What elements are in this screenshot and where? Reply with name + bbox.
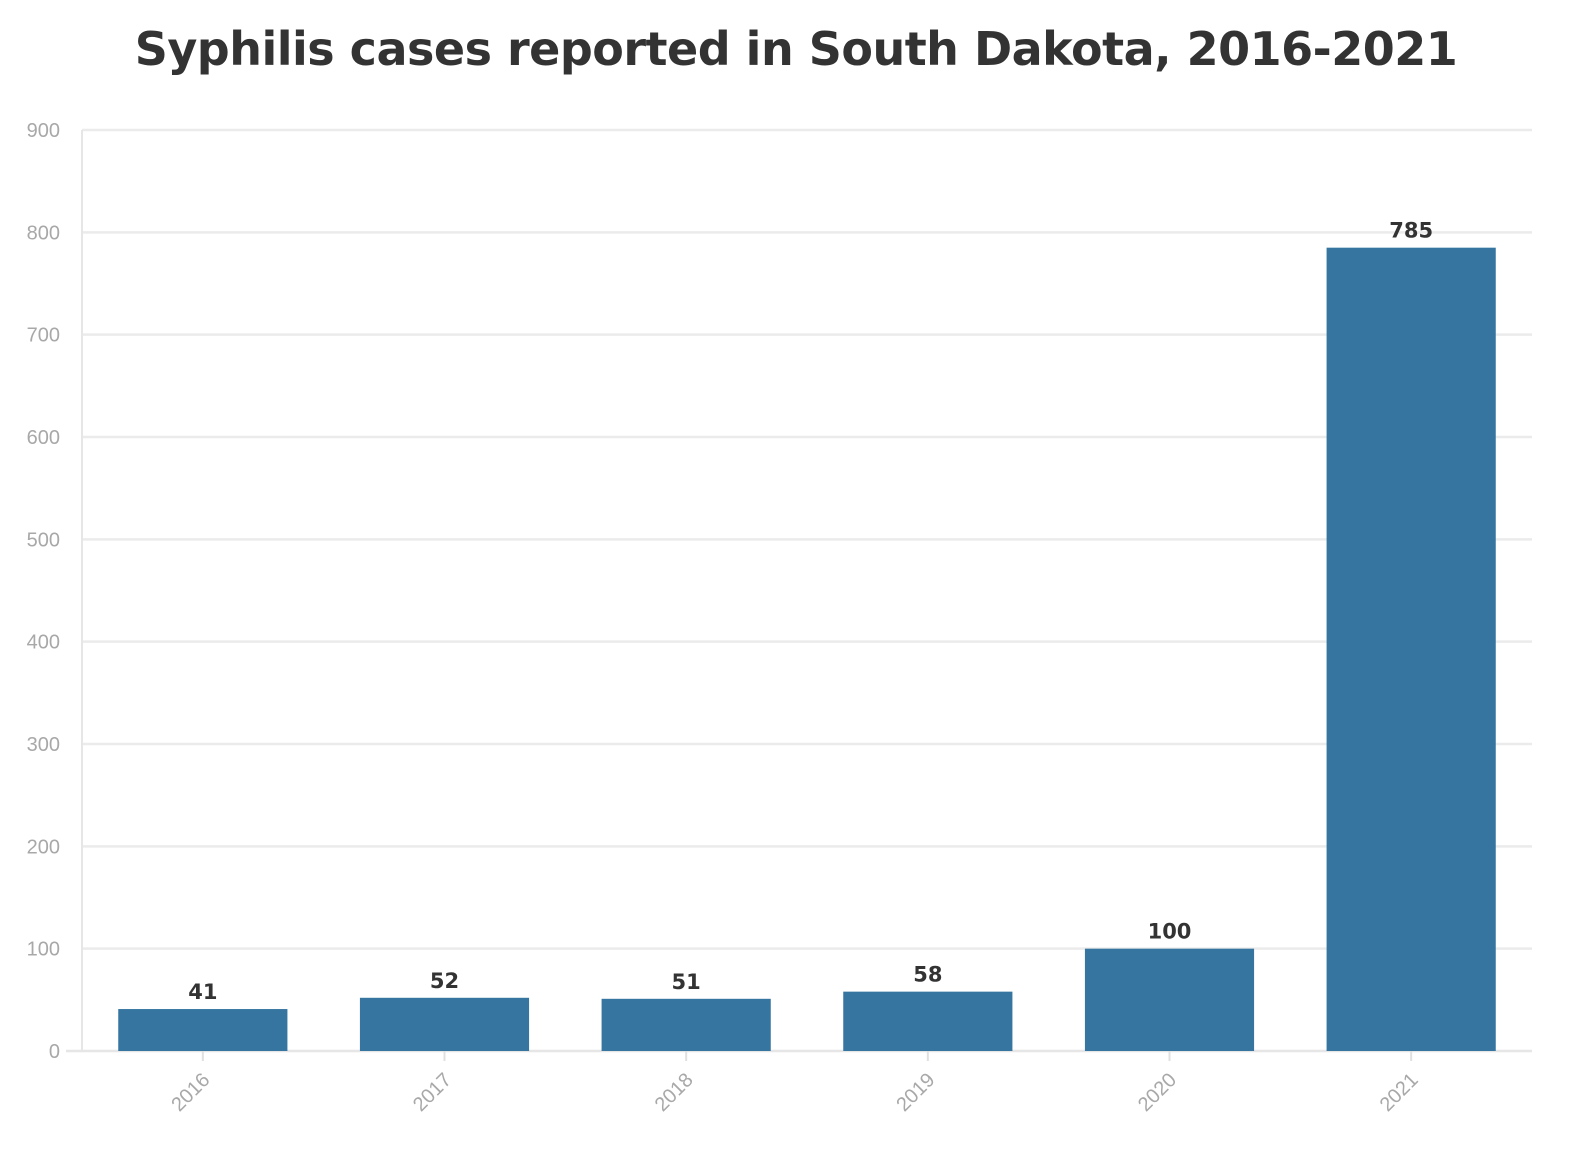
x-tick-label-2019: 2019	[892, 1069, 939, 1116]
y-tick-label-600: 600	[27, 427, 60, 449]
bar-2019	[843, 991, 1013, 1051]
data-labels: 41 52 51 58 100 785	[188, 219, 1433, 1004]
data-label-2016: 41	[188, 980, 217, 1004]
data-label-2020: 100	[1148, 920, 1192, 944]
data-label-2018: 51	[672, 970, 701, 994]
y-tick-label-900: 900	[27, 120, 60, 142]
y-tick-label-400: 400	[27, 632, 60, 654]
y-tick-label-500: 500	[27, 529, 60, 551]
x-tick-label-2017: 2017	[409, 1069, 456, 1116]
bar-2020	[1084, 948, 1255, 1051]
y-tick-label-200: 200	[27, 836, 60, 858]
bar-2018	[601, 998, 771, 1051]
bar-2017	[359, 997, 530, 1051]
data-label-2017: 52	[430, 969, 459, 993]
x-axis-ticks: 2016 2017 2018 2019 2020 2021	[167, 1051, 1423, 1116]
bar-2021	[1326, 247, 1496, 1051]
x-tick-label-2016: 2016	[167, 1069, 214, 1116]
data-label-2021: 785	[1389, 219, 1433, 243]
y-tick-label-0: 0	[49, 1041, 60, 1063]
x-tick-label-2021: 2021	[1376, 1069, 1423, 1116]
y-axis-ticks: 0 100 200 300 400 500 600 700 800 900	[27, 120, 60, 1063]
data-label-2019: 58	[913, 963, 942, 987]
bars	[118, 247, 1496, 1051]
y-tick-label-100: 100	[27, 939, 60, 961]
axes	[66, 130, 1532, 1053]
y-tick-label-700: 700	[27, 325, 60, 347]
y-tick-label-300: 300	[27, 734, 60, 756]
bar-2016	[118, 1009, 288, 1051]
y-tick-label-800: 800	[27, 222, 60, 244]
x-tick-label-2018: 2018	[651, 1069, 698, 1116]
gridlines	[82, 128, 1532, 950]
chart-title: Syphilis cases reported in South Dakota,…	[134, 22, 1458, 76]
x-tick-label-2020: 2020	[1134, 1069, 1181, 1116]
